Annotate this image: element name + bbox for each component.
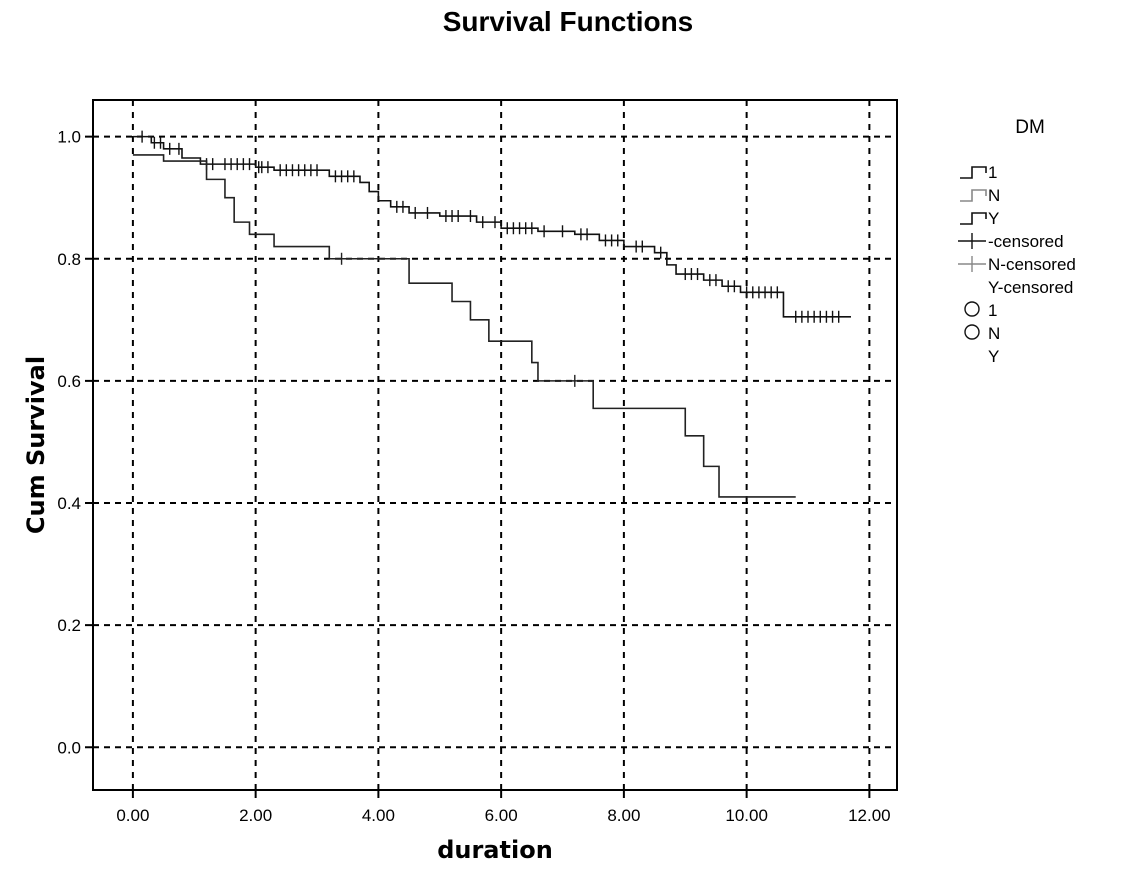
legend-label: -censored xyxy=(988,232,1064,251)
legend-item: -censored xyxy=(958,232,1064,251)
legend-item: Y xyxy=(988,347,999,366)
y-tick-label: 0.0 xyxy=(57,738,81,757)
legend-label: N xyxy=(988,186,1000,205)
y-tick-label: 1.0 xyxy=(57,128,81,147)
legend-item: 1 xyxy=(964,301,997,320)
legend-circle-swatch xyxy=(964,301,980,317)
legend-label: 1 xyxy=(988,301,997,320)
legend-label: 1 xyxy=(988,163,997,182)
survival-step-line xyxy=(132,154,796,498)
legend-label: N xyxy=(988,324,1000,343)
series-group xyxy=(132,130,851,498)
series-1 xyxy=(132,130,851,323)
series-Y xyxy=(132,154,796,498)
x-tick-label: 0.00 xyxy=(116,806,149,825)
x-axis-title: duration xyxy=(437,836,553,864)
x-tick-label: 10.00 xyxy=(725,806,768,825)
chart-title: Survival Functions xyxy=(442,6,694,37)
x-tick-label: 6.00 xyxy=(485,806,518,825)
plot-area-frame xyxy=(92,99,898,791)
y-tick-label: 0.8 xyxy=(57,250,81,269)
legend-line-swatch xyxy=(960,166,987,179)
legend-line-swatch xyxy=(960,189,987,202)
legend-label: Y xyxy=(988,209,999,228)
legend-item: Y xyxy=(960,209,999,228)
legend-item: N xyxy=(960,186,1000,205)
axis-ticks: 0.00 2.00 4.00 6.00 8.00 10.00 12.00 0.0 0.2 0.4 0… xyxy=(57,128,890,825)
y-tick-label: 0.6 xyxy=(57,372,81,391)
legend-label: N-censored xyxy=(988,255,1076,274)
legend-title: DM xyxy=(1015,117,1045,138)
x-tick-label: 4.00 xyxy=(362,806,395,825)
y-tick-label: 0.4 xyxy=(57,494,81,513)
legend-item: Y-censored xyxy=(988,278,1073,297)
x-tick-label: 12.00 xyxy=(848,806,891,825)
grid-lines xyxy=(93,100,897,790)
legend-label: Y xyxy=(988,347,999,366)
y-axis-title: Cum Survival xyxy=(22,356,50,534)
legend-line-swatch xyxy=(960,212,987,225)
y-tick-label: 0.2 xyxy=(57,616,81,635)
legend-item: N-censored xyxy=(958,255,1076,274)
legend-label: Y-censored xyxy=(988,278,1073,297)
legend-circle-swatch xyxy=(964,324,980,340)
legend-item: N xyxy=(964,324,1000,343)
x-tick-label: 2.00 xyxy=(239,806,272,825)
legend-item: 1 xyxy=(960,163,997,182)
x-tick-label: 8.00 xyxy=(607,806,640,825)
